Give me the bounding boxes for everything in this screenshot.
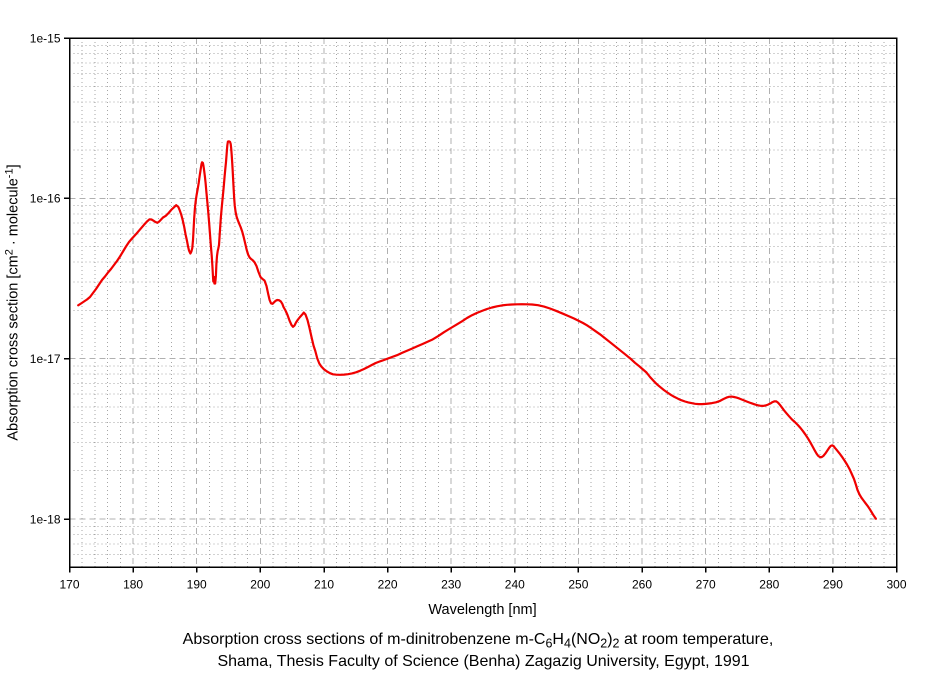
svg-text:250: 250 bbox=[568, 578, 588, 592]
svg-text:220: 220 bbox=[378, 578, 398, 592]
svg-text:240: 240 bbox=[505, 578, 525, 592]
svg-text:1e-15: 1e-15 bbox=[30, 31, 61, 45]
svg-text:280: 280 bbox=[759, 578, 779, 592]
svg-text:190: 190 bbox=[187, 578, 207, 592]
svg-text:260: 260 bbox=[632, 578, 652, 592]
svg-text:290: 290 bbox=[823, 578, 843, 592]
svg-text:1e-16: 1e-16 bbox=[30, 192, 61, 206]
svg-text:Wavelength [nm]: Wavelength [nm] bbox=[428, 602, 536, 618]
svg-text:180: 180 bbox=[123, 578, 143, 592]
svg-text:200: 200 bbox=[250, 578, 270, 592]
svg-text:Shama, Thesis Faculty of Scien: Shama, Thesis Faculty of Science (Benha)… bbox=[217, 653, 749, 670]
svg-text:270: 270 bbox=[696, 578, 716, 592]
svg-text:170: 170 bbox=[59, 578, 79, 592]
svg-text:1e-18: 1e-18 bbox=[30, 512, 61, 526]
svg-text:230: 230 bbox=[441, 578, 461, 592]
svg-text:300: 300 bbox=[886, 578, 906, 592]
svg-text:Absorption cross sections of m: Absorption cross sections of m-dinitrobe… bbox=[183, 631, 774, 651]
svg-text:210: 210 bbox=[314, 578, 334, 592]
svg-text:1e-17: 1e-17 bbox=[30, 352, 61, 366]
svg-text:Absorption cross section [cm2: Absorption cross section [cm2 · molecule… bbox=[4, 164, 22, 440]
